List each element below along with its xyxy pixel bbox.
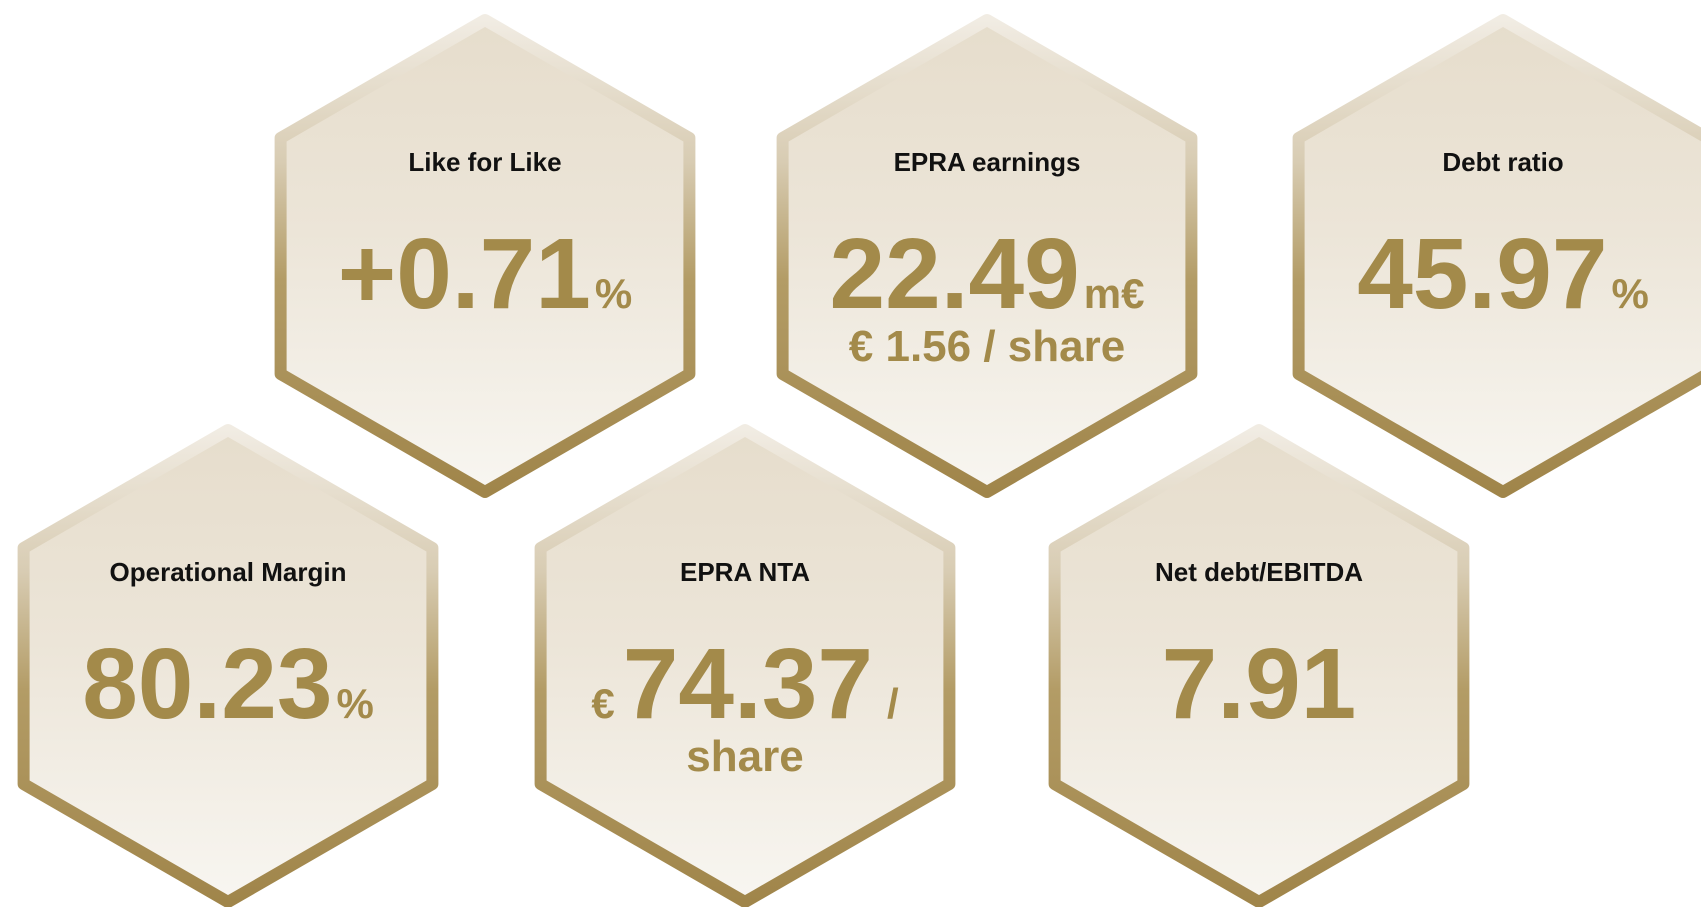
kpi-label: EPRA earnings (894, 147, 1081, 177)
kpi-value-line: €74.37 / (591, 628, 899, 740)
kpi-label: Operational Margin (110, 557, 347, 587)
kpi-value: 74.37 (623, 628, 873, 740)
kpi-value: 80.23 (82, 628, 332, 740)
kpi-tile: EPRA NTA €74.37 / share (534, 424, 956, 907)
kpi-value-line: +0.71% (338, 218, 632, 330)
kpi-unit: % (336, 680, 373, 727)
hexagon (274, 14, 696, 498)
hexagon (776, 14, 1198, 498)
kpi-unit: % (595, 270, 632, 317)
kpi-value-line: 45.97% (1357, 218, 1649, 330)
kpi-value: 45.97 (1357, 218, 1607, 330)
kpi-value: 22.49 (830, 218, 1080, 330)
hexagon (1292, 14, 1701, 498)
kpi-value-line: 80.23% (82, 628, 374, 740)
kpi-unit: m€ (1084, 270, 1145, 317)
kpi-label: Like for Like (408, 147, 561, 177)
kpi-label: EPRA NTA (680, 557, 810, 587)
kpi-unit: / (887, 680, 899, 727)
kpi-value: 7.91 (1162, 628, 1357, 740)
kpi-prefix: € (591, 680, 614, 727)
hexagon (17, 424, 439, 907)
kpi-subvalue: share (686, 732, 803, 781)
kpi-label: Net debt/EBITDA (1155, 557, 1363, 587)
kpi-value-line: 22.49m€ (830, 218, 1145, 330)
kpi-unit: % (1611, 270, 1648, 317)
kpi-value-line: 7.91 (1162, 628, 1357, 740)
hexagon (1048, 424, 1470, 907)
hexagon (534, 424, 956, 907)
kpi-tile: Net debt/EBITDA 7.91 (1048, 424, 1470, 907)
kpi-tile: Debt ratio 45.97% (1292, 14, 1701, 498)
kpi-subvalue: € 1.56 / share (849, 322, 1125, 371)
kpi-label: Debt ratio (1442, 147, 1563, 177)
kpi-tile: Operational Margin 80.23% (17, 424, 439, 907)
kpi-tile: Like for Like +0.71% (274, 14, 696, 498)
kpi-value: +0.71 (338, 218, 591, 330)
